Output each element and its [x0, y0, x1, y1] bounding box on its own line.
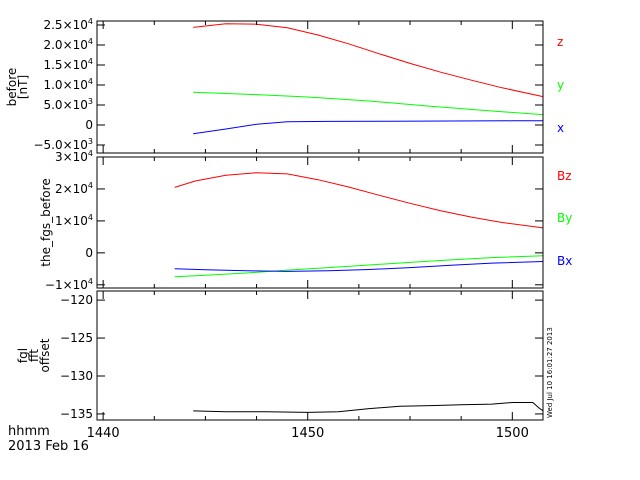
panel-before: 2.5×104 2.0×104 1.5×104 1.0×104 5.0×103 0 −5.0…: [5, 17, 564, 154]
legend-label-y: y: [557, 78, 564, 92]
series-line-bz: [174, 172, 544, 229]
panel-fgs-before-frame: [96, 156, 544, 289]
y-axis-label: before: [5, 68, 19, 107]
y-tick-label: 1×104: [55, 213, 93, 228]
y-tick-label: 2×104: [55, 181, 93, 196]
y-tick-label: −125: [60, 331, 93, 345]
panel-fgs-before: 3×104 2×104 1×104 0 −1×104 the_fgs_before Bz…: [39, 149, 572, 292]
panel-before-frame: [96, 20, 544, 154]
series-line-bx: [174, 261, 544, 272]
series-line-by: [174, 255, 544, 278]
series-line-offset: [193, 402, 544, 413]
y-tick-label: 1.0×104: [43, 77, 93, 92]
y-tick-label: −120: [60, 293, 93, 307]
y-tick-label: −5.0×103: [33, 137, 93, 152]
x-axis-row2-label: 2013 Feb 16: [8, 439, 89, 454]
y-axis-label: fft: [27, 349, 41, 362]
panel-offset-frame: [96, 290, 544, 421]
y-tick-label: 1.5×104: [43, 57, 93, 72]
series-line-z: [193, 23, 544, 98]
legend-label-bx: Bx: [557, 254, 572, 268]
y-tick-label: 0: [85, 246, 93, 260]
y-tick-label: 0: [85, 118, 93, 132]
x-tick-label: 1440: [87, 426, 120, 441]
x-tick-label: 1500: [496, 426, 529, 441]
legend-label-by: By: [557, 211, 572, 225]
panel-offset-ticks: −120 −125 −130 −135: [60, 291, 543, 421]
panel-offset-lines: [193, 402, 544, 413]
x-axis: 1440 1450 1500: [87, 426, 529, 441]
y-tick-label: 2.0×104: [43, 37, 93, 52]
y-tick-label: −1×104: [45, 277, 93, 292]
y-axis-label: offset: [38, 338, 52, 372]
x-axis-row1-label: hhmm: [8, 424, 50, 439]
y-axis-label: [nT]: [16, 75, 30, 99]
x-tick-label: 1450: [291, 426, 324, 441]
y-axis-label: fgl: [16, 348, 30, 363]
series-line-x: [193, 120, 543, 135]
panel-before-ylabel: before[nT]: [5, 68, 30, 107]
panel-fgs-before-lines: [174, 172, 544, 278]
panel-before-ticks: 2.5×104 2.0×104 1.5×104 1.0×104 5.0×103 0 −5.0…: [33, 17, 543, 153]
legend-label-bz: Bz: [557, 169, 572, 183]
panel-before-legend: z y x: [557, 35, 564, 135]
y-tick-label: 3×104: [55, 149, 93, 164]
legend-label-x: x: [557, 121, 564, 135]
y-tick-label: 2.5×104: [43, 17, 93, 32]
legend-label-z: z: [557, 35, 563, 49]
series-line-y: [193, 91, 544, 116]
y-axis-label: the_fgs_before: [39, 178, 53, 266]
panel-fgs-before-legend: Bz By Bx: [557, 169, 572, 268]
panel-fgs-before-ylabel: the_fgs_before: [39, 178, 53, 266]
y-tick-label: −135: [60, 407, 93, 421]
panel-before-lines: [193, 23, 544, 135]
y-tick-label: −130: [60, 369, 93, 383]
timestamp-label: Wed Jul 10 16:01:27 2013: [546, 327, 554, 418]
panel-fgs-before-ticks: 3×104 2×104 1×104 0 −1×104: [45, 149, 543, 292]
y-tick-label: 5.0×103: [43, 97, 93, 112]
